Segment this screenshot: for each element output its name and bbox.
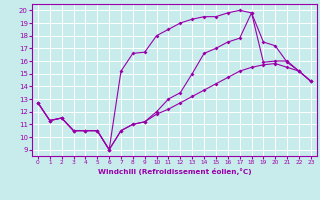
X-axis label: Windchill (Refroidissement éolien,°C): Windchill (Refroidissement éolien,°C)	[98, 168, 251, 175]
